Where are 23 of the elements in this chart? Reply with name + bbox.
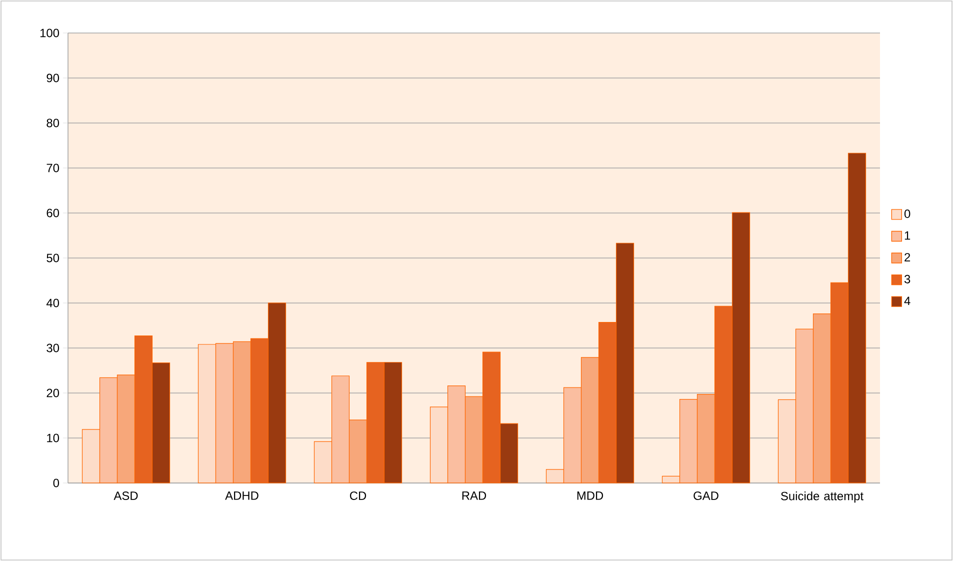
y-tick-label: 70 [46,164,60,172]
x-tick-label: CD [350,492,366,500]
y-tick-label: 60 [46,208,60,218]
y-tick-label: 10 [47,434,60,442]
x-tick-label: ADHD [225,492,258,500]
y-tick-label: 30 [46,344,60,352]
y-tick-label: 0 [53,478,60,488]
y-tick-label: 100 [40,28,60,38]
x-tick-label: GAD [694,492,718,500]
x-tick-label: Suicide attempt [781,492,864,503]
x-tick-label: MDD [577,492,604,500]
legend-label: 4 [904,296,910,305]
y-tick-label: 80 [46,118,60,128]
legend-label: 0 [904,210,910,218]
y-tick-label: 20 [46,388,60,398]
legend-label: 2 [904,253,910,262]
x-tick-label: RAD [462,492,486,500]
legend-label: 1 [904,231,910,240]
y-tick-label: 90 [46,74,60,82]
y-tick-label: 40 [46,298,60,308]
legend-label: 3 [904,274,910,284]
y-tick-label: 50 [46,254,60,262]
x-tick-label: ASD [114,492,138,500]
